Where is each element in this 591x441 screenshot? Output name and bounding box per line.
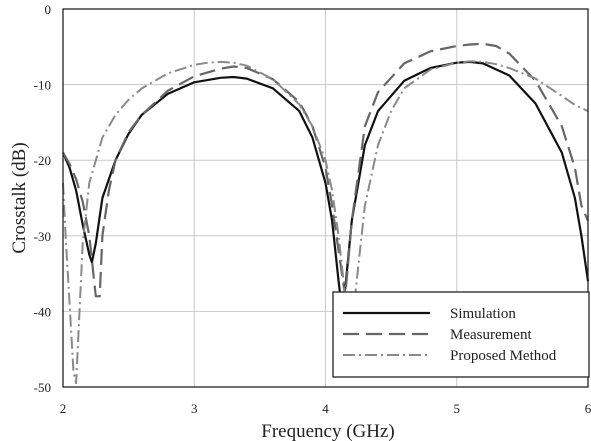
y-tick-label: -50 [34,380,51,395]
tick-labels: 2 3 4 5 6 0 -10 -20 -30 -40 -50 [34,2,591,416]
legend-label-measurement: Measurement [450,327,532,343]
x-tick-label: 5 [454,401,461,416]
x-tick-label: 4 [322,401,329,416]
y-tick-label: 0 [45,2,52,17]
series-line-proposed-method [62,60,589,385]
x-tick-label: 6 [585,401,591,416]
series-line-simulation [61,60,590,305]
y-tick-label: -30 [34,229,51,244]
legend: Simulation Measurement Proposed Method [332,291,590,378]
x-axis-label: Frequency (GHz) [261,421,394,441]
legend-label-proposed-method: Proposed Method [450,348,557,364]
legend-label-simulation: Simulation [450,306,516,322]
series-lines [61,42,590,385]
y-tick-label: -10 [34,78,51,93]
y-axis-label: Crosstalk (dB) [9,142,30,253]
plot-frame [62,8,589,388]
y-tick-label: -20 [34,153,51,168]
y-tick-label: -40 [34,304,51,319]
x-tick-label: 3 [191,401,198,416]
x-tick-label: 2 [60,401,67,416]
